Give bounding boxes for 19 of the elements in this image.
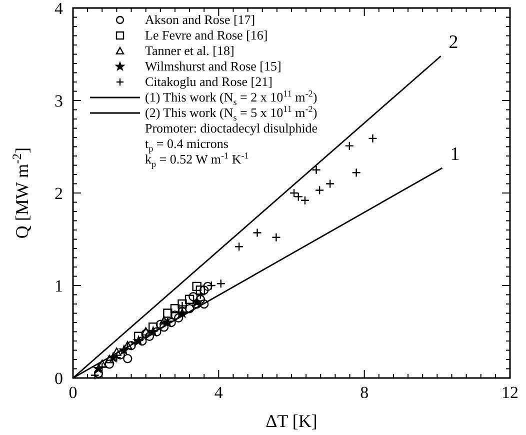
legend-label: Citakoglu and Rose [21] — [145, 74, 272, 89]
x-axis-title: ΔT [K] — [266, 411, 318, 431]
annotation: 2 — [448, 32, 458, 54]
y-tick-label: 2 — [54, 184, 63, 203]
legend-label: Le Fevre and Rose [16] — [145, 28, 268, 42]
y-tick-label: 4 — [54, 0, 64, 18]
annotation: t$_{p}$ = 0.4 microns — [145, 136, 228, 154]
y-tick-label: 1 — [54, 276, 63, 296]
legend-label: Wilmshurst and Rose [15] — [145, 58, 282, 74]
annotation: Promoter: dioctadecyl disulphide — [145, 120, 318, 136]
annotation: 1 — [450, 144, 460, 166]
x-tick-label: 0 — [68, 383, 78, 402]
y-tick-label: 3 — [54, 92, 63, 110]
legend-label: Akson and Rose [17] — [145, 12, 256, 27]
x-tick-label: 4 — [214, 383, 224, 402]
y-tick-label: 0 — [54, 369, 63, 388]
legend-label: Tanner et al. [18] — [145, 43, 234, 58]
x-tick-label: 8 — [360, 383, 369, 402]
x-tick-label: 12 — [502, 383, 518, 402]
